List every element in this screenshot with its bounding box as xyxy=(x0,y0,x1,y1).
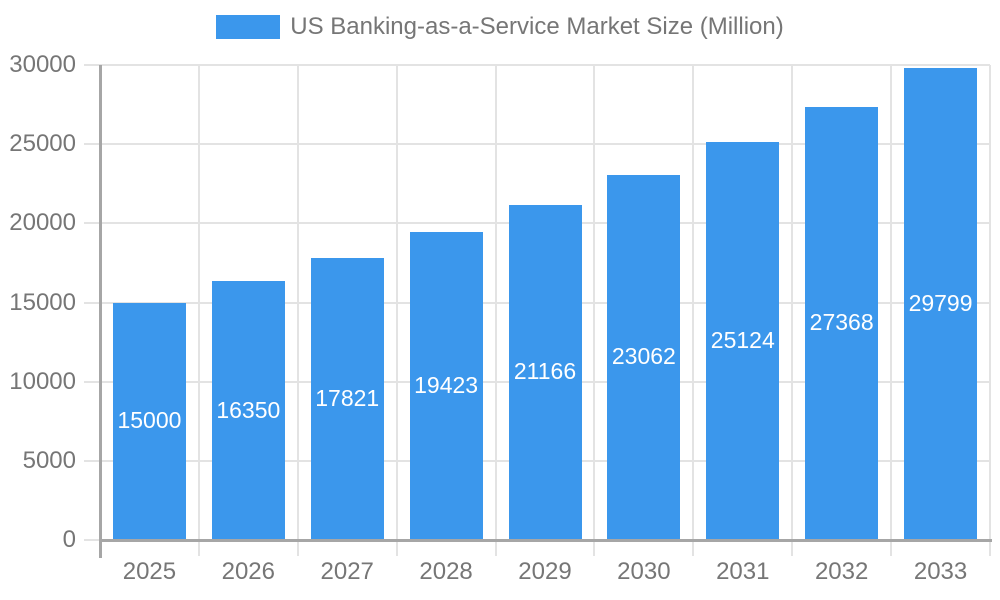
legend-series-label: US Banking-as-a-Service Market Size (Mil… xyxy=(290,13,784,40)
bar-value-label-2032: 27368 xyxy=(809,309,874,336)
gridline-x-boundary-9 xyxy=(989,65,991,556)
y-tick-label-0: 0 xyxy=(62,526,76,553)
gridline-y-25000 xyxy=(84,143,990,146)
chart-legend-item[interactable]: US Banking-as-a-Service Market Size (Mil… xyxy=(0,13,1000,41)
legend-color-swatch xyxy=(216,15,281,39)
y-axis-line xyxy=(99,65,102,558)
gridline-x-boundary-7 xyxy=(791,65,794,556)
bar-2030[interactable]: 23062 xyxy=(607,174,681,539)
x-tick-label-2028: 2028 xyxy=(419,558,473,585)
bar-value-label-2028: 19423 xyxy=(414,372,479,399)
x-tick-label-2032: 2032 xyxy=(814,558,869,585)
y-tick-label-20000: 20000 xyxy=(9,209,76,237)
gridline-y-30000 xyxy=(84,64,990,66)
bar-2033[interactable]: 29799 xyxy=(904,68,978,539)
bar-value-label-2031: 25124 xyxy=(710,327,775,354)
gridline-x-boundary-6 xyxy=(692,65,695,556)
x-tick-label-2027: 2027 xyxy=(320,558,374,585)
bar-value-label-2025: 15000 xyxy=(117,407,182,434)
x-tick-label-2033: 2033 xyxy=(913,558,968,585)
y-tick-label-30000: 30000 xyxy=(9,51,76,78)
bar-2028[interactable]: 19423 xyxy=(409,232,483,539)
bar-value-label-2029: 21166 xyxy=(513,358,577,385)
bar-2031[interactable]: 25124 xyxy=(706,142,780,539)
x-tick-label-2029: 2029 xyxy=(518,558,572,585)
bar-value-label-2026: 16350 xyxy=(216,396,281,423)
bar-2027[interactable]: 17821 xyxy=(310,257,384,539)
y-tick-label-25000: 25000 xyxy=(9,130,76,158)
y-tick-label-10000: 10000 xyxy=(9,367,76,395)
x-axis-line xyxy=(99,539,992,542)
x-tick-label-2030: 2030 xyxy=(617,558,671,585)
bar-value-label-2033: 29799 xyxy=(908,290,973,317)
x-tick-label-2025: 2025 xyxy=(122,558,177,585)
y-tick-label-15000: 15000 xyxy=(9,288,76,316)
gridline-x-boundary-4 xyxy=(494,65,497,556)
bar-value-label-2030: 23062 xyxy=(611,343,676,370)
gridline-x-boundary-5 xyxy=(593,65,596,556)
bar-2032[interactable]: 27368 xyxy=(805,106,879,539)
y-tick-label-5000: 5000 xyxy=(22,446,76,474)
bar-2026[interactable]: 16350 xyxy=(211,281,285,539)
gridline-x-boundary-8 xyxy=(890,65,893,556)
bar-2025[interactable]: 15000 xyxy=(112,302,186,539)
x-tick-label-2031: 2031 xyxy=(716,558,770,585)
gridline-x-boundary-1 xyxy=(197,65,200,556)
x-tick-label-2026: 2026 xyxy=(221,558,275,585)
bar-value-label-2027: 17821 xyxy=(315,384,380,411)
gridline-x-boundary-2 xyxy=(296,65,299,556)
gridline-x-boundary-3 xyxy=(395,65,398,556)
bar-2029[interactable]: 21166 xyxy=(508,204,582,539)
